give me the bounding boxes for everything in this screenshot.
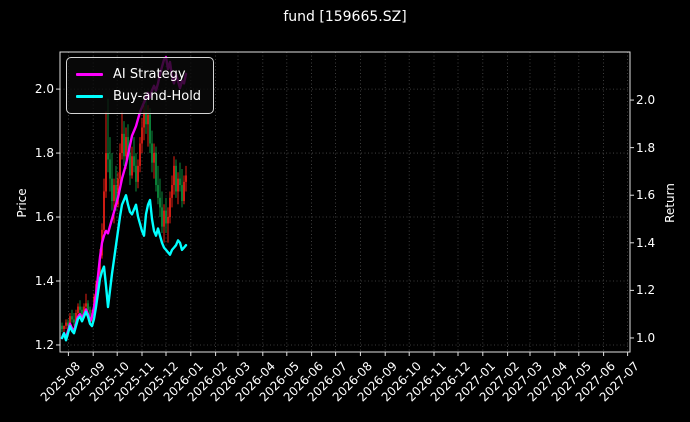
ai-strategy-line-swatch <box>76 72 103 76</box>
return-tick-label: 1.2 <box>636 283 656 298</box>
return-tick-label: 1.6 <box>636 188 656 203</box>
legend-label: Buy-and-Hold <box>113 88 202 104</box>
price-tick-label: 1.4 <box>34 273 54 288</box>
price-tick-label: 1.8 <box>34 146 54 161</box>
legend-entry-ai-strategy: AI Strategy <box>76 63 201 85</box>
buy-and-hold-line-swatch <box>76 94 103 98</box>
chart-title: fund [159665.SZ] <box>283 9 407 25</box>
price-tick-label: 2.0 <box>34 82 54 97</box>
legend-entry-buy-and-hold: Buy-and-Hold <box>76 85 201 107</box>
return-tick-label: 1.8 <box>636 140 656 155</box>
return-tick-label: 2.0 <box>636 93 656 108</box>
right-axis-label: Return <box>663 183 677 223</box>
legend: AI Strategy Buy-and-Hold <box>66 57 215 114</box>
price-tick-label: 1.6 <box>34 210 54 225</box>
return-tick-label: 1.4 <box>636 235 656 250</box>
price-tick-label: 1.2 <box>34 337 54 352</box>
return-tick-label: 1.0 <box>636 330 656 345</box>
legend-label: AI Strategy <box>113 66 186 82</box>
